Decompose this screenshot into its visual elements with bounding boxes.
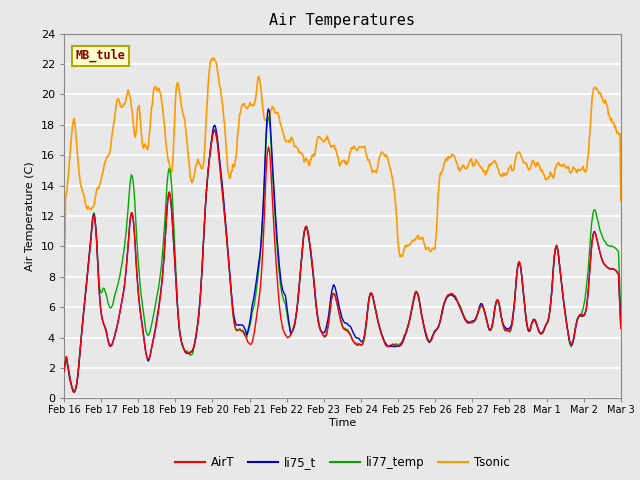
li75_t [428,335,436,341]
AirT [428,336,436,342]
AirT [70,389,78,395]
AirT [617,325,625,331]
li77_temp [428,335,436,340]
AirT [211,128,218,133]
li77_temp [71,388,79,394]
Tsonic [184,150,192,156]
li77_temp [214,147,222,153]
Tsonic [428,248,435,254]
Tsonic [127,104,135,109]
li77_temp [264,114,272,120]
Legend: AirT, li75_t, li77_temp, Tsonic: AirT, li75_t, li77_temp, Tsonic [170,452,515,474]
Line: AirT: AirT [64,131,621,392]
li77_temp [617,312,625,318]
AirT [60,369,68,374]
li75_t [185,351,193,357]
Tsonic [70,116,78,121]
Line: Tsonic: Tsonic [64,58,621,301]
AirT [215,155,223,160]
li77_temp [185,350,193,356]
Tsonic [411,238,419,243]
AirT [412,289,419,295]
Title: Air Temperatures: Air Temperatures [269,13,415,28]
li77_temp [128,173,136,179]
Line: li75_t: li75_t [64,109,621,392]
li77_temp [60,369,68,374]
li77_temp [70,388,77,394]
Tsonic [617,198,625,204]
li77_temp [412,288,419,294]
Text: MB_tule: MB_tule [75,49,125,62]
li75_t [60,368,68,374]
li75_t [71,388,79,394]
Line: li77_temp: li77_temp [64,117,621,391]
li75_t [617,325,625,331]
li75_t [412,290,419,296]
li75_t [70,389,78,395]
X-axis label: Time: Time [329,418,356,428]
Tsonic [210,55,218,61]
li75_t [128,211,136,216]
AirT [185,350,193,356]
Tsonic [60,298,68,304]
li75_t [214,142,222,147]
Tsonic [214,72,222,77]
li75_t [264,106,272,112]
AirT [71,389,79,395]
Y-axis label: Air Temperature (C): Air Temperature (C) [25,161,35,271]
AirT [128,210,136,216]
